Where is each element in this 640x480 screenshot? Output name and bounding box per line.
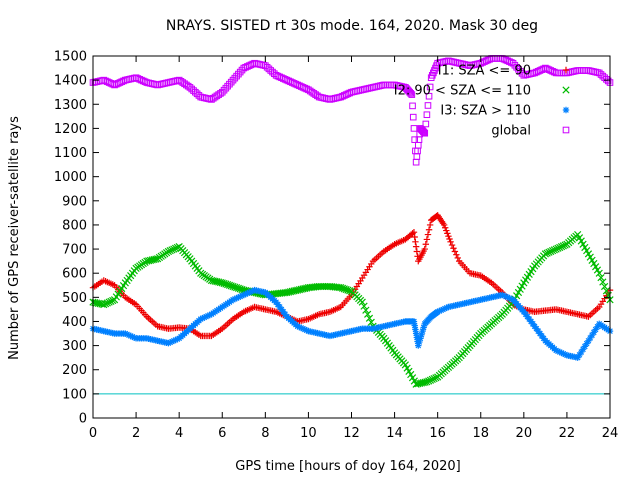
x-tick-label: 20 <box>516 426 533 441</box>
y-tick-label: 200 <box>62 363 87 378</box>
y-tick-label: 1500 <box>54 50 87 65</box>
x-tick-label: 10 <box>300 426 317 441</box>
x-tick-label: 2 <box>132 426 140 441</box>
x-axis-label: GPS time [hours of doy 164, 2020] <box>235 459 460 474</box>
y-tick-label: 600 <box>62 267 87 282</box>
x-tick-label: 14 <box>386 426 403 441</box>
x-tick-label: 18 <box>472 426 489 441</box>
y-tick-label: 400 <box>62 315 87 330</box>
legend-marker <box>563 107 569 113</box>
y-tick-label: 700 <box>62 243 87 258</box>
y-tick-label: 1200 <box>54 122 87 137</box>
x-tick-label: 16 <box>429 426 446 441</box>
legend-label: I2: 90 < SZA <= 110 <box>394 84 531 99</box>
chart-title: NRAYS. SISTED rt 30s mode. 164, 2020. Ma… <box>166 18 538 34</box>
x-tick-label: 24 <box>602 426 619 441</box>
x-tick-label: 22 <box>559 426 576 441</box>
y-tick-label: 1400 <box>54 74 87 89</box>
y-axis-label: Number of GPS receiver-satellite rays <box>7 116 22 360</box>
x-tick-label: 8 <box>261 426 269 441</box>
legend-label: I1: SZA <= 90 <box>438 64 531 79</box>
y-tick-label: 1100 <box>54 146 87 161</box>
x-tick-label: 12 <box>343 426 360 441</box>
y-tick-label: 300 <box>62 339 87 354</box>
y-tick-label: 1000 <box>54 170 87 185</box>
y-tick-label: 800 <box>62 218 87 233</box>
legend-label: I3: SZA > 110 <box>440 104 531 119</box>
chart: NRAYS. SISTED rt 30s mode. 164, 2020. Ma… <box>0 0 640 480</box>
x-tick-label: 4 <box>175 426 183 441</box>
legend-label: global <box>491 124 531 139</box>
x-tick-label: 0 <box>89 426 97 441</box>
y-tick-label: 100 <box>62 387 87 402</box>
x-tick-label: 6 <box>218 426 226 441</box>
y-tick-label: 1300 <box>54 98 87 113</box>
y-tick-label: 500 <box>62 291 87 306</box>
y-tick-label: 0 <box>79 412 87 427</box>
y-tick-label: 900 <box>62 194 87 209</box>
